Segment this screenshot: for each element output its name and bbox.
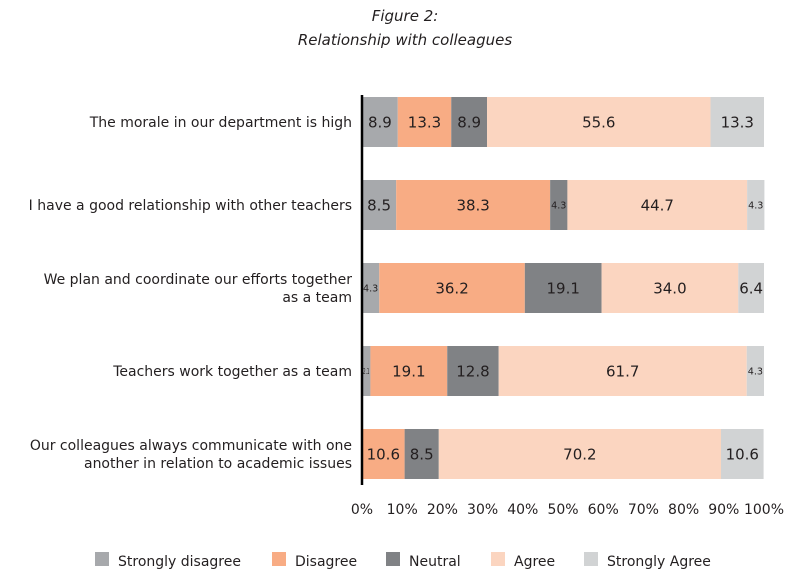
data-label: 34.0 (653, 279, 686, 297)
data-label: 61.7 (606, 362, 639, 380)
bar-segment (379, 263, 525, 313)
category-label: The morale in our department is high (89, 115, 352, 131)
data-label: 6.4 (739, 279, 763, 297)
bar-segment (567, 180, 748, 230)
bar-segment (524, 263, 602, 313)
bar-segment (550, 180, 568, 230)
legend-label: Strongly disagree (118, 554, 241, 570)
bar-segment (601, 263, 739, 313)
data-label: 44.7 (641, 196, 674, 214)
x-tick-label: 20% (427, 502, 458, 518)
x-tick-label: 10% (387, 502, 418, 518)
legend-swatch (95, 552, 109, 566)
bar-segment (362, 346, 371, 396)
x-tick-label: 100% (744, 502, 784, 518)
legend-label: Neutral (409, 554, 461, 570)
bar-segment (370, 346, 448, 396)
bar-segment (396, 180, 551, 230)
bar-segment (710, 97, 764, 147)
data-label: 4.3 (748, 367, 763, 378)
bar-segment (362, 263, 380, 313)
data-label: 38.3 (456, 196, 489, 214)
legend-swatch (272, 552, 286, 566)
data-label: 70.2 (563, 445, 596, 463)
data-label: 2.1 (363, 367, 369, 376)
data-label: 4.3 (748, 201, 763, 212)
x-tick-label: 0% (351, 502, 373, 518)
x-tick-label: 80% (668, 502, 699, 518)
category-label: I have a good relationship with other te… (29, 198, 352, 214)
legend-label: Agree (514, 554, 555, 570)
bar-segment (447, 346, 499, 396)
data-label: 8.5 (410, 445, 434, 463)
data-label: 4.3 (551, 201, 566, 212)
data-label: 4.3 (363, 284, 378, 295)
legend-swatch (386, 552, 400, 566)
bar-segment (487, 97, 711, 147)
category-label: Our colleagues always communicate with o… (30, 438, 352, 454)
data-label: 10.6 (367, 445, 400, 463)
legend-swatch (584, 552, 598, 566)
bar-segment (498, 346, 747, 396)
x-tick-label: 70% (628, 502, 659, 518)
x-tick-label: 50% (547, 502, 578, 518)
x-tick-label: 40% (507, 502, 538, 518)
bar-segment (404, 429, 439, 479)
x-tick-label: 60% (588, 502, 619, 518)
data-label: 12.8 (456, 362, 489, 380)
data-label: 13.3 (721, 113, 754, 131)
bar-segment (746, 346, 764, 396)
bar-segment (438, 429, 721, 479)
data-label: 10.6 (726, 445, 759, 463)
category-label: We plan and coordinate our efforts toget… (44, 272, 353, 288)
chart-title: Figure 2: (372, 7, 439, 25)
bar-segment (747, 180, 765, 230)
bar-segment (397, 97, 452, 147)
bar-segment (720, 429, 764, 479)
category-label: Teachers work together as a team (112, 364, 352, 380)
category-label: another in relation to academic issues (84, 456, 352, 472)
bar-segment (362, 180, 397, 230)
legend-label: Disagree (295, 554, 357, 570)
category-label: as a team (282, 290, 352, 306)
data-label: 55.6 (582, 113, 615, 131)
data-label: 19.1 (392, 362, 425, 380)
x-tick-label: 90% (708, 502, 739, 518)
chart-subtitle: Relationship with colleagues (298, 31, 513, 49)
data-label: 8.9 (368, 113, 392, 131)
data-label: 13.3 (408, 113, 441, 131)
bar-segment (362, 429, 405, 479)
data-label: 36.2 (435, 279, 468, 297)
bar-segment (738, 263, 764, 313)
bar-segment (362, 97, 398, 147)
bar-segment (451, 97, 488, 147)
data-label: 8.5 (367, 196, 391, 214)
legend-label: Strongly Agree (607, 554, 711, 570)
x-tick-label: 30% (467, 502, 498, 518)
data-label: 8.9 (457, 113, 481, 131)
data-label: 19.1 (546, 279, 579, 297)
legend-swatch (491, 552, 505, 566)
